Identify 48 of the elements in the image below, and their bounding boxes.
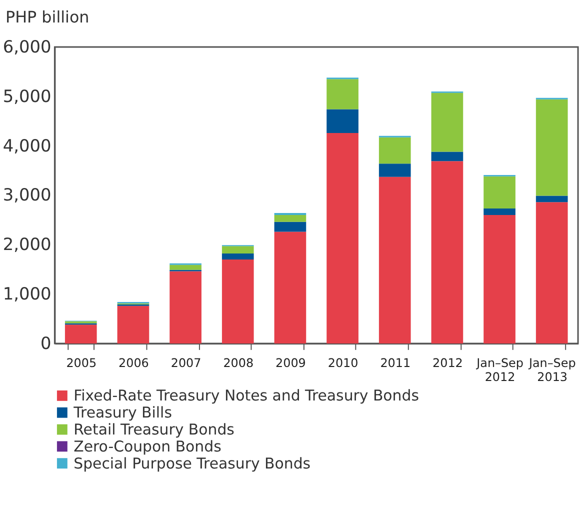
x-tick-label: 2006 <box>118 356 149 370</box>
legend-label: Fixed-Rate Treasury Notes and Treasury Bonds <box>74 386 420 405</box>
bar <box>222 246 254 254</box>
bar <box>484 176 516 209</box>
legend-label: Zero-Coupon Bonds <box>74 437 222 456</box>
x-tick-label: 2005 <box>66 356 97 370</box>
x-tick-label: 2008 <box>223 356 254 370</box>
bar <box>326 132 358 344</box>
legend-label: Retail Treasury Bonds <box>74 420 235 438</box>
bar <box>326 109 358 133</box>
bar <box>170 264 202 270</box>
bar <box>378 137 411 164</box>
y-tick-label: 6,000 <box>2 36 52 56</box>
x-tick-label: Jan–Sep 2012 <box>476 356 524 384</box>
bar <box>378 164 411 177</box>
bar <box>536 202 568 344</box>
y-tick-label: 5,000 <box>2 86 52 106</box>
bar <box>64 324 97 344</box>
bar <box>484 214 516 344</box>
bar <box>222 259 254 344</box>
bar <box>536 99 568 196</box>
bar <box>222 254 254 260</box>
y-tick-label: 0 <box>40 332 52 353</box>
bar <box>431 92 464 152</box>
legend-label: Treasury Bills <box>72 404 172 422</box>
bar <box>484 208 516 215</box>
bar <box>378 176 411 344</box>
x-tick-label: 2007 <box>170 356 202 370</box>
x-tick-label: 2012 <box>432 356 463 370</box>
bar <box>117 306 150 344</box>
bar <box>431 152 464 162</box>
bar <box>274 222 306 232</box>
bar <box>536 196 568 202</box>
bar <box>431 161 464 344</box>
x-tick-label: Jan–Sep 2013 <box>528 356 576 384</box>
x-tick-label: 2010 <box>328 356 358 370</box>
y-axis-title: PHP billion <box>5 8 90 27</box>
bar <box>326 79 358 110</box>
bar <box>274 214 306 222</box>
y-tick-label: 2,000 <box>2 234 52 254</box>
bar <box>274 232 306 344</box>
x-tick-label: 2009 <box>276 356 306 370</box>
legend-label: Special Purpose Treasury Bonds <box>74 454 311 472</box>
y-tick-label: 4,000 <box>2 135 52 156</box>
y-tick-label: 3,000 <box>2 184 52 205</box>
bar <box>170 271 202 344</box>
x-tick-label: 2011 <box>380 356 411 370</box>
y-tick-label: 1,000 <box>2 284 52 304</box>
